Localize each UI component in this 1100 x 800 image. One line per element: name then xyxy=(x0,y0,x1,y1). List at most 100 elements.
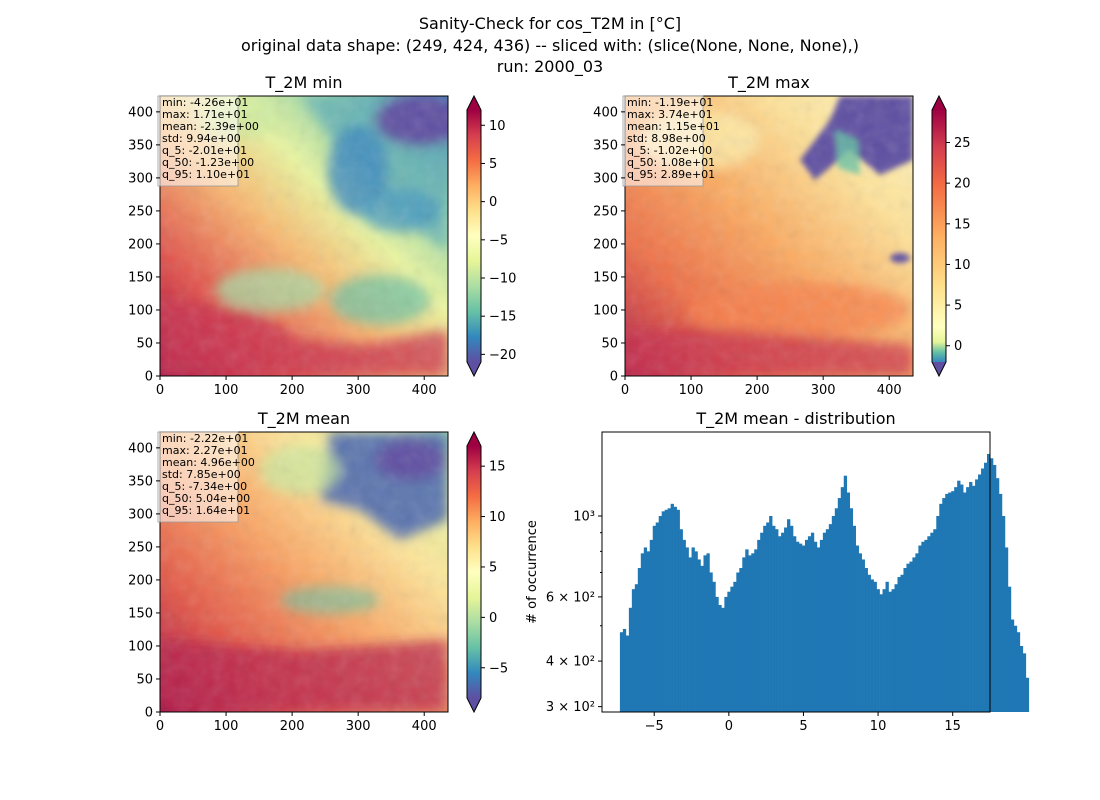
panel-min-y-axis: 0 50 100 150 200 250 300 350 400 xyxy=(128,105,160,385)
panel-min-stat-q95: q_95: 1.10e+01 xyxy=(162,168,250,181)
panel-min: T_2M min min: -4.26e+01 max: 1.71e+01 me… xyxy=(128,73,516,398)
histogram-bar xyxy=(733,581,737,712)
y-tick-label: 200 xyxy=(128,237,153,252)
y-tick-label: 400 xyxy=(128,105,153,120)
histogram-bar xyxy=(897,577,901,712)
histogram-bar xyxy=(769,516,773,712)
histogram-bar xyxy=(763,525,767,712)
histogram-bar xyxy=(1025,677,1030,712)
colorbar-tick-label: −5 xyxy=(489,661,508,676)
x-tick-label: 0 xyxy=(156,719,164,734)
histogram-bar xyxy=(891,589,895,712)
x-tick-label: 0 xyxy=(621,383,629,398)
histogram-bar xyxy=(903,568,907,712)
histogram-bar xyxy=(885,581,889,712)
y-tick-label: 150 xyxy=(128,606,153,621)
histogram-bar xyxy=(813,541,818,712)
y-tick-label: 350 xyxy=(128,138,153,153)
histogram-bar xyxy=(798,543,803,712)
x-tick-label: 200 xyxy=(745,383,770,398)
histogram-bar xyxy=(807,536,812,712)
panel-min-colorbar-extend-bottom xyxy=(467,362,481,376)
histogram-bar xyxy=(924,539,928,712)
histogram-bar xyxy=(784,527,788,712)
histogram-bar xyxy=(781,532,785,712)
y-tick-label: 0 xyxy=(145,370,153,385)
x-tick-label: 300 xyxy=(346,719,371,734)
histogram-bar xyxy=(706,553,710,712)
x-tick-label: 100 xyxy=(214,719,239,734)
histogram-bar xyxy=(894,584,898,712)
y-tick-label: 250 xyxy=(128,540,153,555)
histogram-bar xyxy=(643,547,648,712)
x-tick-label: 10 xyxy=(870,719,887,734)
histogram-bar xyxy=(819,539,824,712)
y-tick-label: 50 xyxy=(601,336,618,351)
panel-mean-stat-q5: q_5: -7.34e+00 xyxy=(162,480,247,493)
histogram-bar xyxy=(852,525,856,712)
y-tick-label: 300 xyxy=(128,507,153,522)
histogram-bar xyxy=(954,487,958,712)
x-tick-label: 0 xyxy=(156,383,164,398)
histogram-bar xyxy=(900,574,904,712)
y-tick-label: 250 xyxy=(128,204,153,219)
y-tick-label: 3 × 10² xyxy=(546,700,595,715)
histogram-bar xyxy=(622,628,627,712)
histogram-bar xyxy=(655,522,660,712)
panel-dist-x-axis: −5 0 5 10 15 xyxy=(645,712,961,734)
histogram-bar xyxy=(637,568,642,712)
panel-mean-stat-q50: q_50: 5.04e+00 xyxy=(162,492,250,505)
histogram-bar xyxy=(697,559,701,712)
histogram-bar xyxy=(748,555,752,712)
y-tick-label: 150 xyxy=(593,270,618,285)
histogram-bar xyxy=(992,465,997,712)
x-tick-label: 200 xyxy=(280,383,305,398)
histogram-bar xyxy=(661,511,665,712)
y-tick-label: 50 xyxy=(136,336,153,351)
y-tick-label: 300 xyxy=(593,171,618,186)
histogram-bar xyxy=(1004,547,1009,712)
histogram-bar xyxy=(858,553,862,712)
x-tick-label: 300 xyxy=(346,383,371,398)
histogram-bar xyxy=(691,547,695,712)
x-tick-label: 100 xyxy=(679,383,704,398)
histogram-bar xyxy=(837,498,842,712)
histogram-bar xyxy=(906,563,910,712)
panel-min-x-axis: 0 100 200 300 400 xyxy=(156,376,437,398)
colorbar-tick-label: 10 xyxy=(954,258,971,273)
panel-mean-stat-q95: q_95: 1.64e+01 xyxy=(162,504,250,517)
panel-min-stats: min: -4.26e+01 max: 1.71e+01 mean: -2.39… xyxy=(157,95,259,187)
histogram-bar xyxy=(969,481,973,712)
histogram-bar xyxy=(640,553,645,712)
histogram-bar xyxy=(667,508,671,712)
panel-max-colorbar-extend-top xyxy=(932,96,946,110)
y-tick-label: 300 xyxy=(128,171,153,186)
histogram-bar xyxy=(730,586,734,712)
histogram-bar xyxy=(981,468,985,712)
histogram-bar xyxy=(861,559,865,712)
histogram-bar xyxy=(960,484,964,712)
panel-mean-colorbar-extend-top xyxy=(467,432,481,446)
histogram-bar xyxy=(918,545,922,712)
histogram-bar xyxy=(760,532,764,712)
x-tick-label: 15 xyxy=(944,719,961,734)
histogram-bar xyxy=(1022,653,1027,712)
histogram-bar xyxy=(631,589,636,712)
colorbar-tick-label: −15 xyxy=(489,310,516,325)
histogram-bar xyxy=(801,545,806,712)
x-tick-label: 5 xyxy=(799,719,807,734)
panel-max-heatmap xyxy=(625,96,913,376)
histogram-bar xyxy=(649,539,654,712)
histogram-bar xyxy=(718,605,722,712)
histogram-bar xyxy=(927,536,931,712)
histogram-bar xyxy=(679,529,683,712)
panel-dist-y-axis: 3 × 10² 4 × 10² 6 × 10² 10³ xyxy=(546,510,602,715)
histogram-bar xyxy=(933,529,937,712)
panel-max-stat-min: min: -1.19e+01 xyxy=(627,96,713,109)
histogram-bar xyxy=(724,596,728,712)
histogram-bar xyxy=(990,458,994,712)
histogram-bar xyxy=(849,508,854,712)
histogram-bar xyxy=(930,532,934,712)
histogram-bar xyxy=(703,555,707,712)
histogram-bar xyxy=(742,557,746,712)
